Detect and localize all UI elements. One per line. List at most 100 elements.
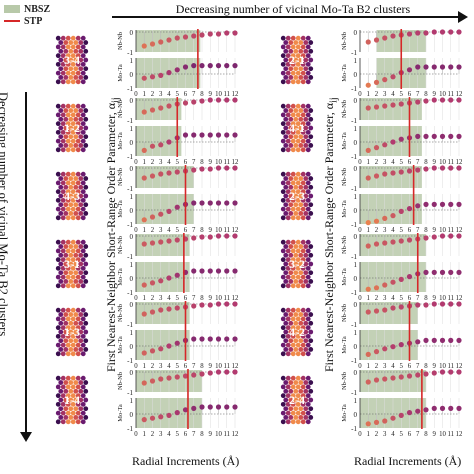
cluster-atom xyxy=(280,316,286,322)
cluster-atom xyxy=(63,415,69,420)
cluster-atom xyxy=(68,40,74,45)
cluster-atom xyxy=(308,279,314,284)
cluster-atom xyxy=(65,206,71,212)
cluster-atom xyxy=(280,410,286,416)
y-tick-label: 0 xyxy=(354,71,358,79)
nbnb-point xyxy=(365,105,371,111)
cluster-atom xyxy=(280,35,286,41)
y-tick-label: 0 xyxy=(130,369,134,377)
cluster-atom xyxy=(63,134,69,140)
cluster-atom xyxy=(83,279,89,284)
cluster-atom xyxy=(63,397,69,403)
x-axis-title-left: Radial Increments (Å) xyxy=(132,454,240,468)
cluster-atom xyxy=(60,419,66,425)
x-tick-label: 11 xyxy=(223,159,230,166)
y-tick-label: -1 xyxy=(127,85,133,93)
cluster-atom xyxy=(83,75,89,80)
y-tick-label: 0 xyxy=(130,207,134,215)
cluster-atom xyxy=(55,410,61,416)
cluster-atom xyxy=(288,176,294,181)
mota-point xyxy=(448,337,454,343)
nbnb-point xyxy=(174,305,180,311)
cluster-atom xyxy=(63,279,69,284)
cluster-atom xyxy=(65,121,71,127)
mota-point xyxy=(373,419,380,425)
nbnb-point xyxy=(456,301,462,307)
nbnb-point xyxy=(406,373,413,379)
cluster-atom xyxy=(70,121,76,127)
cluster-atom xyxy=(280,419,286,425)
cluster-atom xyxy=(80,61,86,67)
cluster-atom xyxy=(83,125,89,131)
x-tick-label: 11 xyxy=(447,295,454,302)
cluster-atom xyxy=(73,193,79,199)
row-label-nbnb: Nb-Nb xyxy=(117,168,124,186)
cluster-atom xyxy=(60,129,66,135)
cluster-atom xyxy=(285,307,291,313)
mota-point xyxy=(174,272,180,278)
nbnb-point xyxy=(423,30,429,36)
cluster-atom xyxy=(65,351,71,357)
nbnb-point xyxy=(215,31,222,37)
x-tick-label: 1 xyxy=(367,91,370,98)
mota-point xyxy=(390,139,396,145)
cluster-atom xyxy=(73,270,79,276)
cluster-atom xyxy=(75,129,81,135)
cluster-atom xyxy=(295,333,301,339)
mota-point xyxy=(365,421,371,427)
cluster-atom xyxy=(303,415,309,420)
cluster-atom xyxy=(293,261,299,267)
cluster-atom xyxy=(290,316,296,322)
cluster-atom xyxy=(78,406,84,412)
cluster-atom xyxy=(83,388,89,394)
cluster-atom xyxy=(75,325,81,331)
nbnb-point xyxy=(423,302,429,308)
cluster-atom xyxy=(68,143,74,148)
cluster-atom xyxy=(285,248,291,254)
cluster-atom xyxy=(280,197,286,203)
cluster-atom xyxy=(60,316,66,322)
mota-point xyxy=(199,63,205,69)
cluster-atom xyxy=(293,415,299,420)
cluster-atom xyxy=(75,307,81,313)
x-tick-label: 7 xyxy=(192,363,196,370)
cluster-atom xyxy=(55,206,61,212)
cluster-atom xyxy=(280,384,286,390)
cluster-atom xyxy=(285,180,291,186)
mota-point xyxy=(232,63,238,69)
cluster-atom xyxy=(78,116,84,122)
cluster-atom xyxy=(70,61,76,67)
cluster-atom xyxy=(303,329,309,335)
nbnb-point xyxy=(166,375,172,381)
cluster-atom xyxy=(290,197,296,203)
cluster-atom xyxy=(73,75,79,80)
cluster-atom xyxy=(295,197,301,203)
cluster-atom xyxy=(303,40,309,45)
cluster-atom xyxy=(55,375,61,381)
x-tick-label: 6 xyxy=(408,91,412,98)
mota-point xyxy=(382,346,388,352)
nbnb-point xyxy=(398,374,404,380)
y-tick-label: 0 xyxy=(130,165,134,173)
nbnb-point xyxy=(224,233,230,239)
cluster-atom xyxy=(73,261,79,267)
nbnb-point xyxy=(232,97,238,103)
cluster-atom xyxy=(65,342,71,348)
x-tick-label: 3 xyxy=(383,91,387,98)
cluster-atom xyxy=(300,129,306,135)
cluster-atom xyxy=(55,53,61,59)
cluster-atom xyxy=(298,40,304,45)
cluster-atom xyxy=(75,103,81,109)
cluster-atom xyxy=(73,415,79,420)
x-tick-label: 9 xyxy=(209,227,213,234)
cluster-atom xyxy=(68,176,74,181)
y-tick-label: -1 xyxy=(351,289,357,297)
cluster-atom xyxy=(70,265,76,271)
cluster-atom xyxy=(70,239,76,245)
cluster-atom xyxy=(295,215,301,221)
cluster-atom xyxy=(63,244,69,249)
cluster-atom xyxy=(308,320,314,326)
cluster-atom xyxy=(283,388,289,394)
cluster-atom xyxy=(295,53,301,59)
